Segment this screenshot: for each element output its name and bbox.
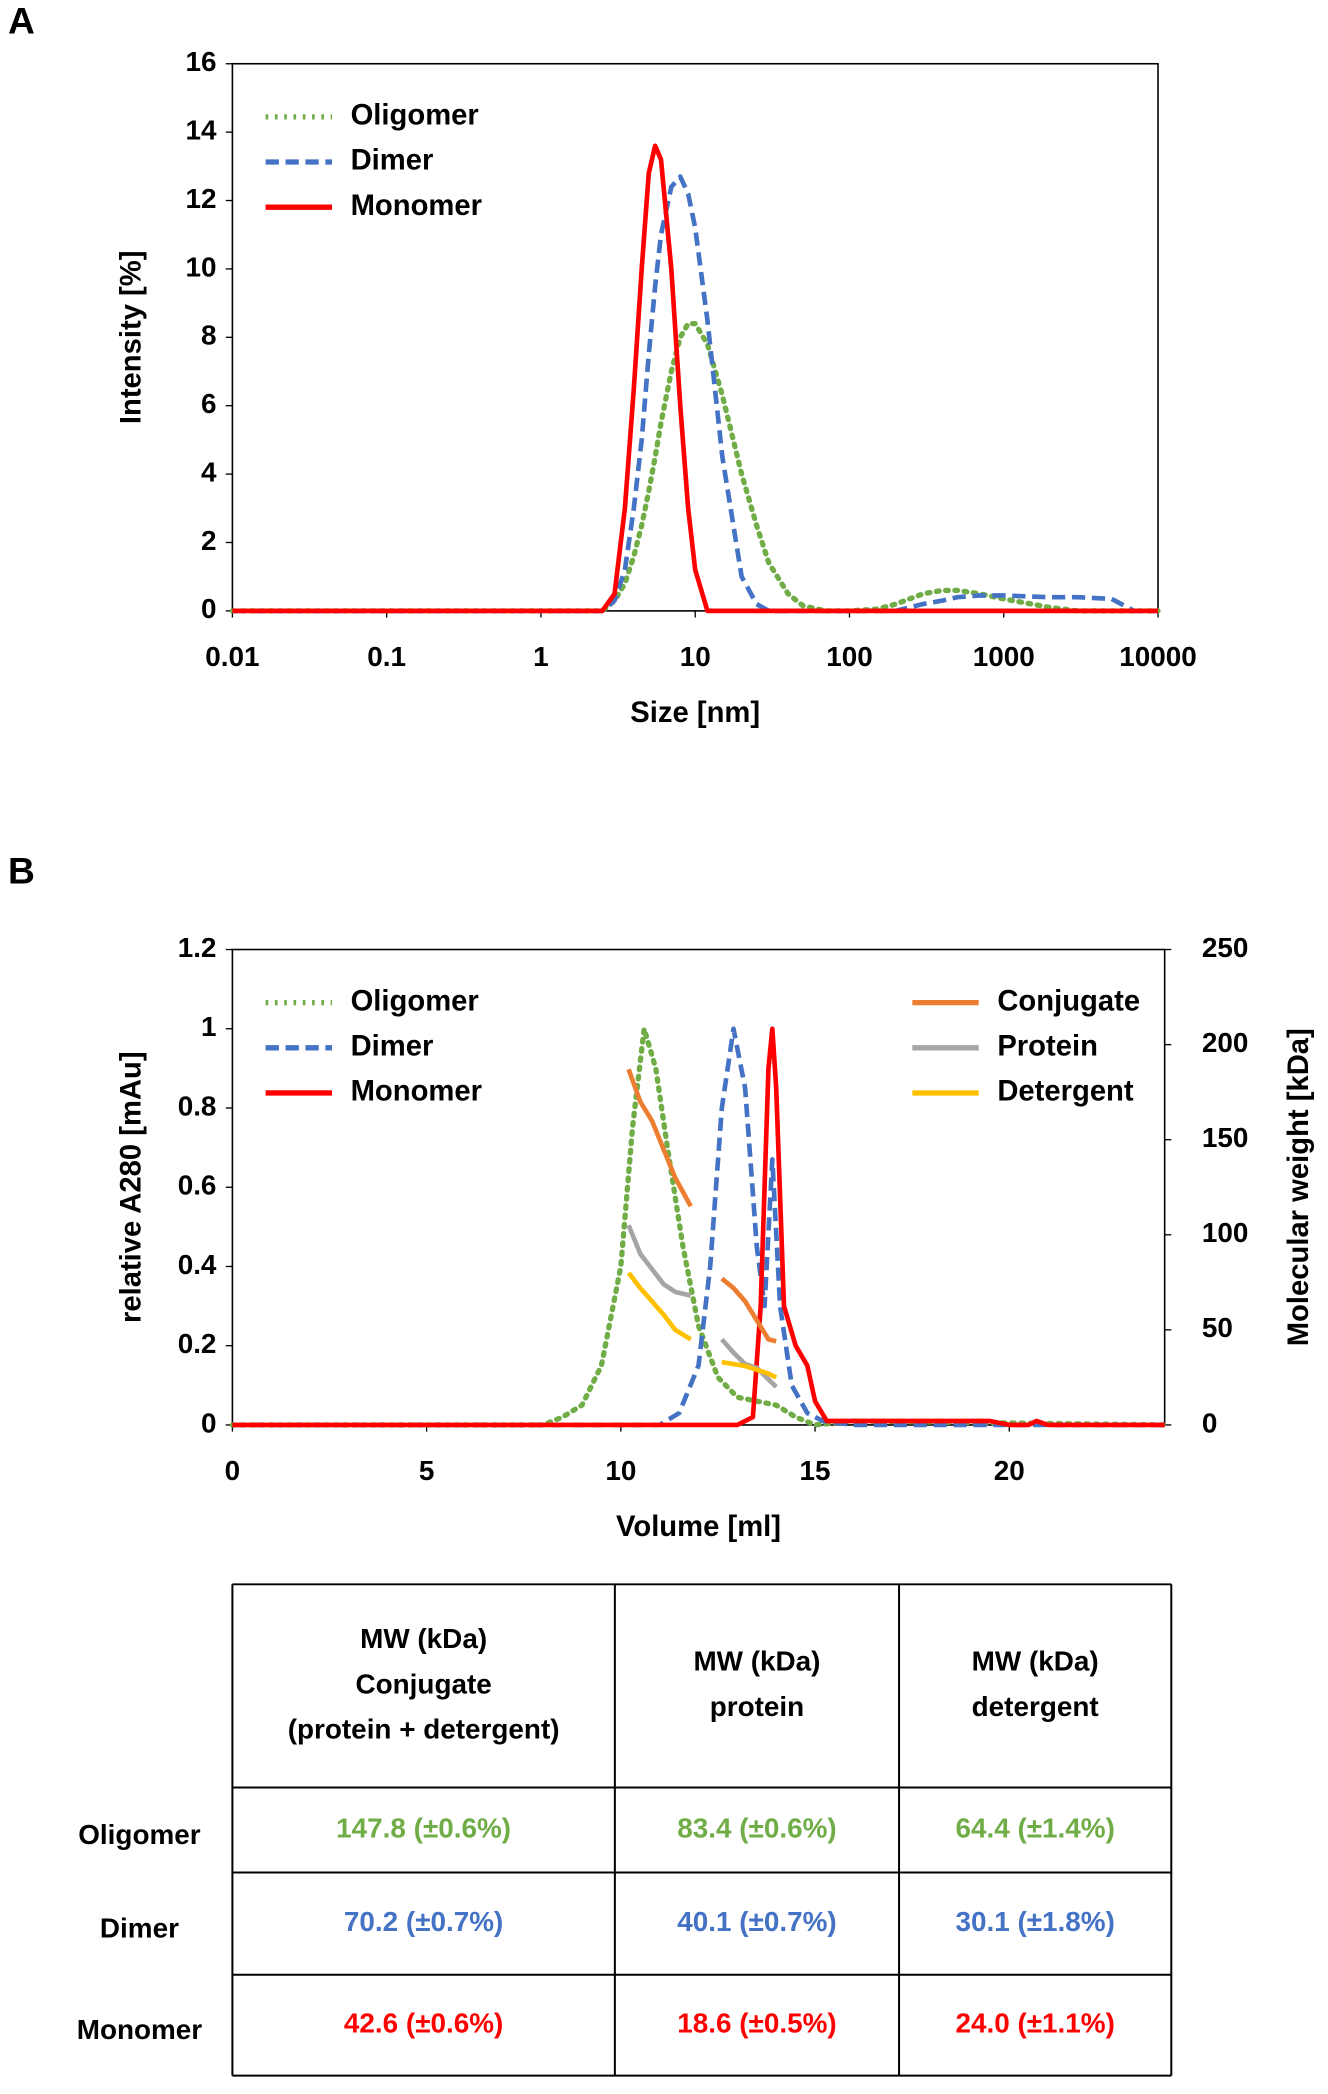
x-axis-label: Size [nm] (630, 697, 760, 729)
y-tick-label: 8 (201, 320, 217, 351)
legend-label: Protein (997, 1031, 1098, 1063)
panel-label: A (8, 0, 35, 42)
table-cell: 83.4 (±0.6%) (677, 1812, 836, 1843)
x-tick-label: 10000 (1119, 641, 1197, 672)
series-line (232, 174, 1159, 614)
y2-tick-label: 0 (1202, 1407, 1218, 1438)
table-header: protein (710, 1691, 804, 1722)
y2-tick-label: 200 (1202, 1027, 1249, 1058)
legend-label: Oligomer (351, 100, 479, 132)
table-cell: 70.2 (±0.7%) (344, 1906, 503, 1937)
y-tick-label: 2 (201, 525, 217, 556)
legend-label: Conjugate (997, 985, 1140, 1017)
y2-tick-label: 100 (1202, 1217, 1249, 1248)
panel-label: B (8, 850, 35, 892)
y-tick-label: 16 (185, 46, 216, 77)
x-tick-label: 0.01 (205, 641, 259, 672)
y2-tick-label: 150 (1202, 1122, 1249, 1153)
y2-tick-label: 50 (1202, 1312, 1233, 1343)
x-tick-label: 5 (419, 1455, 435, 1486)
y2-axis-label: Molecular weight [kDa] (1283, 1028, 1315, 1346)
x-tick-label: 15 (800, 1455, 831, 1486)
legend-label: Oligomer (351, 985, 479, 1017)
legend-label: Dimer (351, 1031, 434, 1063)
x-tick-label: 0.1 (367, 641, 406, 672)
table-cell: 42.6 (±0.6%) (344, 2008, 503, 2039)
y-axis-label: relative A280 [mAu] (116, 1051, 148, 1323)
table-cell: 64.4 (±1.4%) (955, 1812, 1114, 1843)
y-tick-label: 12 (185, 183, 216, 214)
table-cell: 24.0 (±1.1%) (955, 2008, 1114, 2039)
legend-label: Monomer (351, 190, 482, 222)
legend-label: Detergent (997, 1076, 1134, 1108)
y-tick-label: 1.2 (178, 932, 217, 963)
table-cell: 40.1 (±0.7%) (677, 1906, 836, 1937)
row-label: Oligomer (78, 1819, 201, 1850)
table-cell: 18.6 (±0.5%) (677, 2008, 836, 2039)
y-tick-label: 1 (201, 1011, 217, 1042)
x-tick-label: 10 (605, 1455, 636, 1486)
x-axis-label: Volume [ml] (616, 1511, 781, 1543)
series-line (626, 1224, 778, 1389)
series-line (232, 1026, 1165, 1428)
series-line (626, 1068, 777, 1344)
y-tick-label: 10 (185, 251, 216, 282)
table-header: MW (kDa) (972, 1646, 1099, 1677)
table-header: MW (kDa) (693, 1646, 820, 1677)
y-tick-label: 14 (185, 115, 217, 146)
series-line (229, 1026, 1168, 1428)
table-header: MW (kDa) (360, 1623, 487, 1654)
y-tick-label: 4 (201, 456, 217, 487)
table-header: detergent (972, 1691, 1099, 1722)
y-tick-label: 0.6 (178, 1170, 217, 1201)
row-label: Monomer (77, 2014, 203, 2045)
series-line (232, 1026, 1165, 1428)
series-line (232, 143, 1159, 614)
table-header: (protein + detergent) (288, 1713, 560, 1744)
legend-label: Dimer (351, 145, 434, 177)
x-tick-label: 0 (225, 1455, 241, 1486)
y-tick-label: 0 (201, 593, 217, 624)
x-tick-label: 100 (826, 641, 873, 672)
x-tick-label: 20 (994, 1455, 1025, 1486)
table-cell: 147.8 (±0.6%) (336, 1812, 511, 1843)
table-cell: 30.1 (±1.8%) (955, 1906, 1114, 1937)
y-tick-label: 0 (201, 1407, 217, 1438)
y-tick-label: 6 (201, 388, 217, 419)
plot-frame (231, 948, 1166, 1426)
y-tick-label: 0.4 (178, 1249, 217, 1280)
legend-label: Monomer (351, 1076, 482, 1108)
y-tick-label: 0.8 (178, 1090, 217, 1121)
x-tick-label: 1 (533, 641, 549, 672)
series-line (626, 1271, 778, 1380)
y-tick-label: 0.2 (178, 1328, 217, 1359)
y2-tick-label: 250 (1202, 932, 1249, 963)
x-tick-label: 10 (680, 641, 711, 672)
y-axis-label: Intensity [%] (116, 251, 148, 425)
table-header: Conjugate (355, 1668, 491, 1699)
row-label: Dimer (100, 1913, 179, 1944)
x-tick-label: 1000 (973, 641, 1035, 672)
